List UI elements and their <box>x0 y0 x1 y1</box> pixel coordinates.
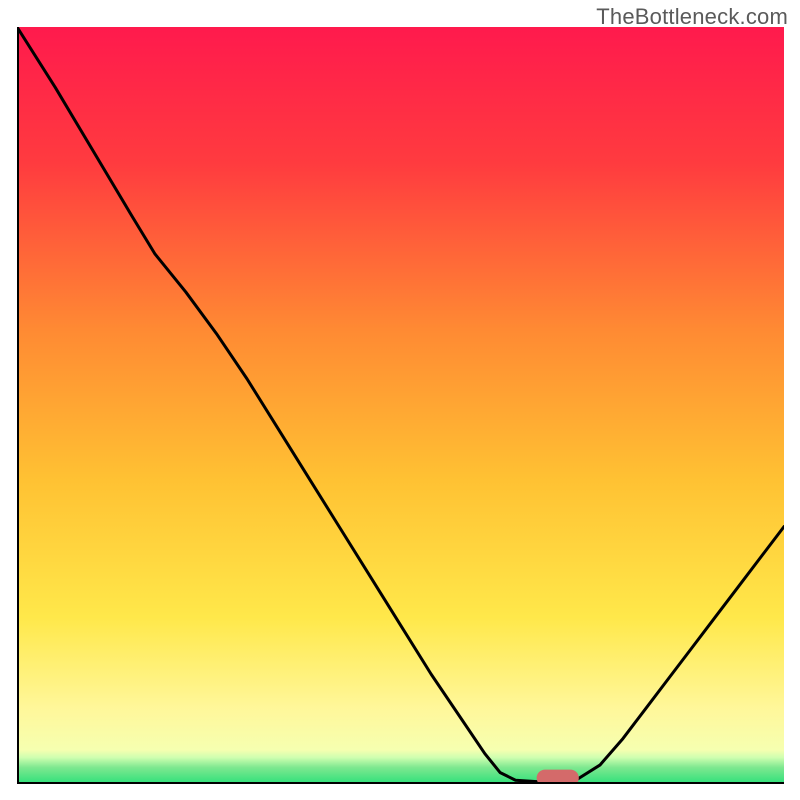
watermark-text: TheBottleneck.com <box>596 4 788 30</box>
gradient-background <box>17 27 784 784</box>
optimal-marker <box>537 770 579 784</box>
bottleneck-curve-chart <box>17 27 784 784</box>
chart-container <box>17 27 784 784</box>
